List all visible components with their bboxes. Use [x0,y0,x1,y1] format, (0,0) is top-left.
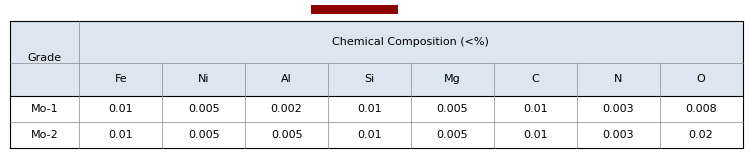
Text: 0.01: 0.01 [109,130,133,140]
Bar [494,122,577,148]
Text: Chemical Composition (<%): Chemical Composition (<%) [332,37,489,47]
Text: Ni: Ni [198,74,209,84]
Bar [162,63,245,96]
Bar [80,63,162,96]
Bar [10,122,80,148]
Text: Mo-1: Mo-1 [31,104,58,114]
Bar [577,122,659,148]
Text: 0.005: 0.005 [436,104,468,114]
Text: 0.005: 0.005 [188,130,220,140]
Bar [328,122,411,148]
Bar [80,96,162,122]
Text: 0.01: 0.01 [523,104,548,114]
Text: Si: Si [364,74,374,84]
Text: 0.005: 0.005 [436,130,468,140]
Text: 0.01: 0.01 [109,104,133,114]
Text: 0.003: 0.003 [602,104,634,114]
Bar [659,63,742,96]
Bar [328,96,411,122]
Bar [659,96,742,122]
Bar [411,96,494,122]
Bar [328,63,411,96]
Text: 0.02: 0.02 [688,130,713,140]
Bar [10,21,80,96]
Text: 0.005: 0.005 [188,104,220,114]
Text: 0.01: 0.01 [357,130,382,140]
Text: 0.002: 0.002 [271,104,302,114]
Text: Grade: Grade [28,53,62,63]
Text: 0.01: 0.01 [357,104,382,114]
Bar [577,96,659,122]
Text: 0.003: 0.003 [602,130,634,140]
Text: Al: Al [281,74,292,84]
Bar [162,96,245,122]
Text: O: O [697,74,706,84]
Bar [245,96,328,122]
Text: N: N [614,74,622,84]
Bar [411,63,494,96]
Text: 0.008: 0.008 [686,104,717,114]
Text: 0.01: 0.01 [523,130,548,140]
Bar [659,122,742,148]
Bar [80,122,162,148]
Bar [494,63,577,96]
Bar [577,63,659,96]
Text: C: C [532,74,539,84]
Bar [162,122,245,148]
Bar [80,21,742,63]
Bar [245,63,328,96]
Text: Mg: Mg [444,74,460,84]
Text: 0.005: 0.005 [271,130,302,140]
Bar [411,122,494,148]
Bar [10,96,80,122]
Bar [494,96,577,122]
Bar [245,122,328,148]
Text: Mo-2: Mo-2 [31,130,58,140]
Text: Fe: Fe [115,74,127,84]
